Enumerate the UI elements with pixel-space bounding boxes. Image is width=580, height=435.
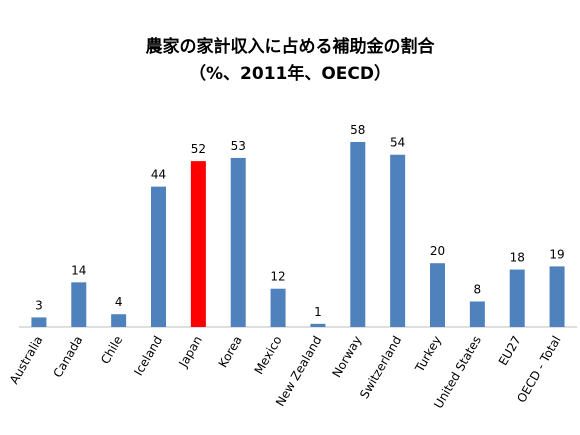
bar bbox=[270, 288, 286, 327]
data-label: 20 bbox=[430, 244, 445, 258]
x-tick-label: Australia bbox=[7, 334, 46, 387]
x-tick-label: Korea bbox=[216, 334, 245, 370]
x-tick-label: EU27 bbox=[496, 334, 524, 368]
data-label: 14 bbox=[71, 263, 86, 277]
x-tick-label: Mexico bbox=[252, 334, 285, 377]
data-label: 8 bbox=[474, 282, 482, 296]
bar bbox=[390, 154, 406, 327]
data-label: 54 bbox=[390, 136, 405, 150]
data-label: 58 bbox=[350, 123, 365, 137]
data-label: 1 bbox=[314, 305, 322, 319]
data-label: 53 bbox=[231, 139, 246, 153]
x-tick-label: Norway bbox=[329, 334, 364, 380]
bar bbox=[310, 323, 326, 327]
data-label: 19 bbox=[549, 247, 564, 261]
bar bbox=[111, 314, 127, 327]
x-tick-label: Iceland bbox=[131, 334, 165, 379]
chart-title: 農家の家計収入に占める補助金の割合 bbox=[146, 36, 436, 57]
data-label: 18 bbox=[510, 251, 525, 265]
chart-subtitle: （%、2011年、OECD） bbox=[189, 63, 391, 84]
bar bbox=[71, 282, 87, 327]
bar bbox=[549, 266, 565, 327]
x-tick-label: Chile bbox=[98, 334, 125, 367]
bar bbox=[190, 161, 206, 327]
x-tick-label: Turkey bbox=[412, 334, 444, 376]
x-tick-label: Switzerland bbox=[357, 334, 404, 402]
bar bbox=[509, 269, 525, 327]
x-tick-label: Japan bbox=[176, 334, 205, 371]
data-label: 3 bbox=[35, 298, 43, 312]
bar bbox=[430, 263, 445, 327]
data-label: 12 bbox=[270, 270, 285, 284]
bar bbox=[350, 141, 366, 327]
data-label: 52 bbox=[191, 142, 206, 156]
data-label: 44 bbox=[151, 168, 166, 182]
bar bbox=[230, 157, 246, 327]
data-label: 4 bbox=[115, 295, 123, 309]
bar bbox=[151, 186, 166, 327]
bar bbox=[31, 317, 47, 327]
bar bbox=[469, 301, 485, 327]
x-tick-label: Canada bbox=[50, 334, 85, 381]
